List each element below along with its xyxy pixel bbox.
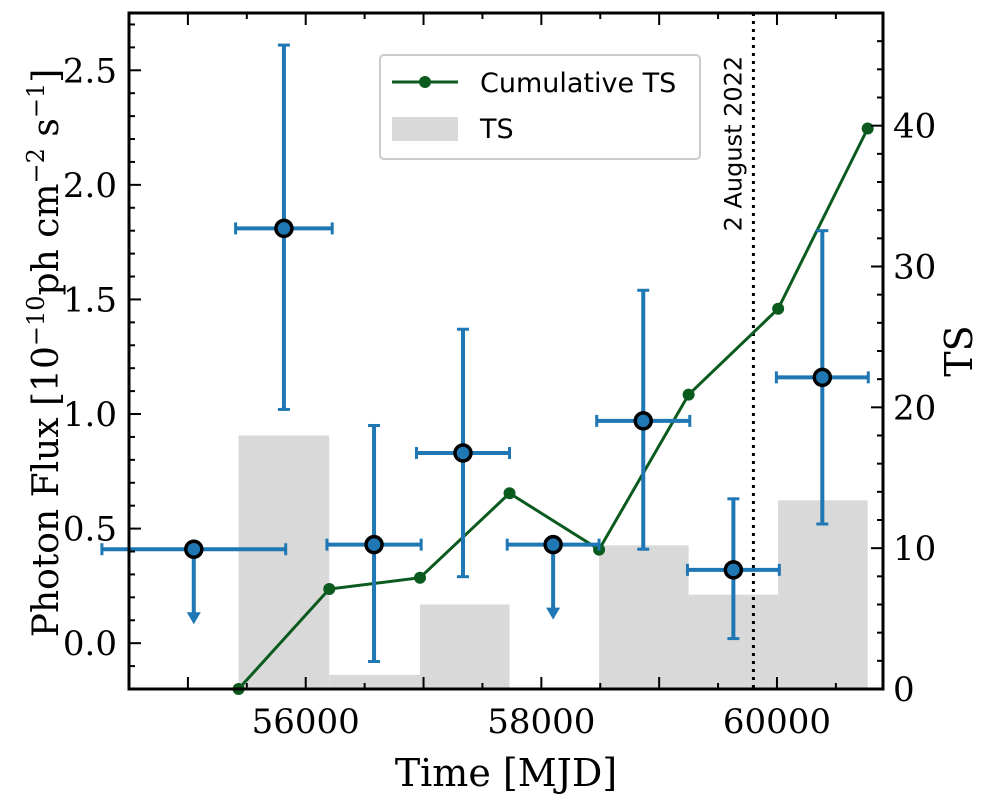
- flux-marker: [184, 539, 204, 559]
- y-right-tick-label: 10: [893, 529, 936, 569]
- ts-bar: [599, 545, 689, 689]
- cumulative-ts-marker: [682, 388, 695, 401]
- flux-marker: [723, 560, 744, 580]
- y-left-tick-label: 2.0: [63, 166, 117, 206]
- x-axis-label: Time [MJD]: [395, 751, 617, 795]
- axis-label-part: Photon Flux [10: [26, 346, 67, 637]
- event-line-layer: 2 August 2022: [719, 13, 755, 689]
- ts-bar: [419, 604, 510, 689]
- flux-point: [234, 43, 334, 411]
- flux-marker: [633, 411, 654, 431]
- ts-bar: [329, 674, 420, 689]
- flux-point: [505, 534, 601, 620]
- cumulative-ts-layer: [232, 122, 874, 695]
- legend: Cumulative TS TS: [379, 54, 701, 160]
- cumulative-ts-line: [237, 127, 870, 691]
- axis-label-part: −1: [22, 83, 50, 118]
- x-tick-label: 58000: [487, 702, 595, 742]
- y-left-axis-label: Photon Flux [10−10ph cm−2 s−1]: [22, 69, 67, 638]
- flux-points-layer: [100, 43, 870, 664]
- flux-upper-limit-arrow: [546, 607, 561, 620]
- flux-marker: [364, 534, 384, 555]
- legend-label-ts: TS: [479, 114, 514, 145]
- y-right-tick-label: 20: [893, 388, 936, 428]
- flux-marker: [812, 367, 833, 388]
- cumulative-ts-marker: [772, 302, 785, 315]
- x-tick-label: 56000: [252, 702, 360, 742]
- ts-bars-layer: [238, 435, 868, 689]
- y-right-tick-label: 30: [893, 248, 936, 288]
- y-right-axis-label: TS: [937, 325, 981, 376]
- y-right-tick-label: 40: [893, 107, 936, 147]
- cumulative-ts-marker: [503, 487, 516, 500]
- axis-label-part: −10: [22, 295, 50, 346]
- cumulative-ts-marker: [861, 122, 874, 135]
- legend-label-cumulative: Cumulative TS: [480, 68, 676, 99]
- flux-marker: [543, 534, 563, 555]
- axis-label-part: ]: [26, 69, 67, 83]
- legend-marker-swatch: [419, 76, 431, 88]
- ts-bar: [778, 500, 868, 689]
- flux-point: [774, 229, 870, 526]
- y-left-tick-label: 0.5: [63, 510, 117, 550]
- flux-point: [595, 288, 692, 551]
- event-line-label: 2 August 2022: [719, 56, 747, 232]
- axis-label-part: −2: [22, 148, 50, 183]
- y-left-tick-label: 1.0: [63, 395, 117, 435]
- y-right-tick-label: 0: [893, 670, 915, 710]
- flux-point: [325, 423, 423, 664]
- y-left-tick-label: 0.0: [63, 624, 117, 664]
- cumulative-ts-marker: [413, 571, 426, 584]
- legend-patch-swatch: [392, 117, 458, 141]
- flux-point: [685, 497, 781, 641]
- axis-label-part: s: [26, 118, 67, 148]
- y-left-tick-label: 2.5: [63, 51, 117, 91]
- y-left-tick-label: 1.5: [63, 280, 117, 320]
- flux-point: [100, 539, 288, 625]
- ts-bar: [238, 435, 330, 689]
- cumulative-ts-marker: [323, 583, 336, 596]
- legend-box: [379, 54, 701, 160]
- flux-upper-limit-arrow: [186, 612, 201, 625]
- axis-label-part: ph cm: [26, 183, 67, 295]
- axes-layer: 56000 58000 60000 0.0 0.5 1.0 1.5 2.0 2.5 0 10 20 30…: [22, 11, 981, 795]
- x-tick-label: 60000: [723, 702, 831, 742]
- flux-marker: [274, 218, 294, 239]
- flux-marker: [453, 443, 473, 463]
- flux-point: [414, 327, 512, 579]
